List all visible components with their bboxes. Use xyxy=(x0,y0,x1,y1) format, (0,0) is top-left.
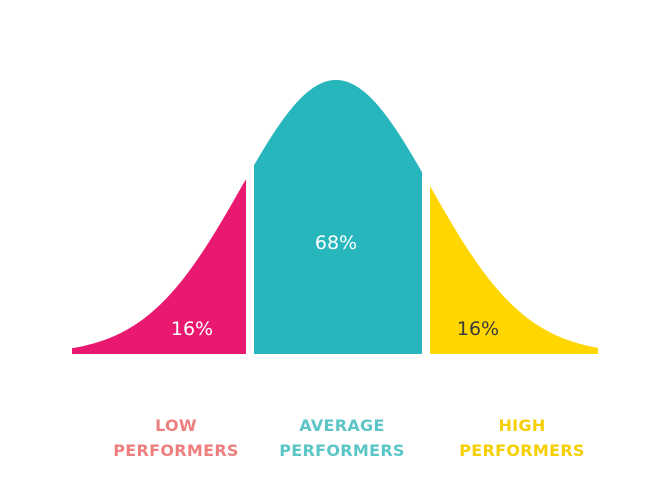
high-performers-segment xyxy=(430,186,598,354)
average-performers-segment xyxy=(254,80,422,354)
average-performers-label-line1: AVERAGE xyxy=(299,416,385,435)
average-performers-percent: 68% xyxy=(315,232,357,254)
low-performers-label-line2: PERFORMERS xyxy=(113,441,239,460)
low-performers-segment xyxy=(72,179,246,354)
high-performers-label-line2: PERFORMERS xyxy=(459,441,585,460)
high-performers-label-line1: HIGH xyxy=(498,416,546,435)
average-performers-label: AVERAGE PERFORMERS xyxy=(257,413,427,463)
low-performers-percent: 16% xyxy=(171,318,213,340)
low-performers-label-line1: LOW xyxy=(155,416,197,435)
high-performers-label: HIGH PERFORMERS xyxy=(437,413,607,463)
high-performers-percent: 16% xyxy=(457,318,499,340)
low-performers-label: LOW PERFORMERS xyxy=(91,413,261,463)
average-performers-label-line2: PERFORMERS xyxy=(279,441,405,460)
